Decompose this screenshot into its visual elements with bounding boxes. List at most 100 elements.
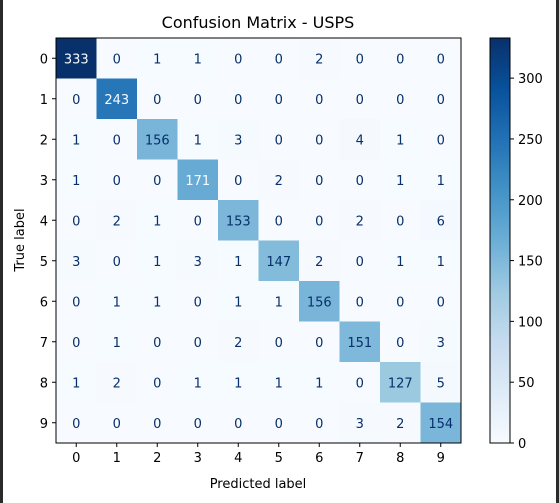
cell-value-label: 0 bbox=[437, 133, 445, 148]
heatmap-cell bbox=[177, 200, 219, 241]
y-axis-ticks: 0 1 2 3 4 5 6 7 8 9 bbox=[40, 52, 56, 432]
cell-value-label: 0 bbox=[396, 52, 404, 67]
heatmap-cell bbox=[380, 321, 421, 363]
cell-value-label: 156 bbox=[145, 133, 170, 148]
heatmap-cell bbox=[56, 200, 97, 241]
cell-value-label: 2 bbox=[315, 52, 323, 67]
cell-value-label: 0 bbox=[315, 174, 323, 189]
heatmap-cell bbox=[258, 402, 300, 444]
heatmap-cell bbox=[420, 78, 462, 120]
heatmap-cell bbox=[96, 321, 138, 363]
cell-value-label: 0 bbox=[275, 417, 283, 432]
cell-value-label: 0 bbox=[234, 417, 242, 432]
colorbar-ticks: 0 50 100 150 200 250 300 bbox=[510, 72, 543, 452]
heatmap-cell bbox=[339, 200, 381, 241]
cell-value-label: 1 bbox=[437, 255, 445, 270]
cell-value-label: 1 bbox=[194, 376, 202, 391]
heatmap-cell bbox=[96, 402, 138, 444]
cell-value-label: 1 bbox=[72, 174, 80, 189]
cell-value-label: 0 bbox=[194, 295, 202, 310]
heatmap-cell bbox=[137, 362, 178, 403]
heatmap-cell bbox=[96, 362, 138, 403]
cell-value-label: 1 bbox=[153, 255, 161, 270]
cell-value-label: 1 bbox=[315, 376, 323, 391]
heatmap-cell bbox=[258, 78, 300, 120]
heatmap-cell bbox=[339, 362, 381, 403]
heatmap-cell bbox=[258, 200, 300, 241]
heatmap-cell bbox=[137, 281, 178, 322]
heatmap-cell bbox=[177, 119, 219, 160]
heatmap-cell bbox=[218, 119, 259, 160]
heatmap-cell bbox=[218, 240, 259, 282]
cell-value-label: 0 bbox=[153, 417, 161, 432]
colorbar-tick-label: 50 bbox=[518, 376, 535, 391]
cell-value-label: 4 bbox=[356, 133, 364, 148]
heatmap-cell bbox=[56, 38, 97, 79]
heatmap-cell bbox=[420, 362, 462, 403]
heatmap-cell bbox=[339, 281, 381, 322]
heatmap-cell bbox=[339, 78, 381, 120]
cell-value-label: 0 bbox=[315, 214, 323, 229]
cell-value-label: 0 bbox=[356, 174, 364, 189]
heatmap-cell bbox=[299, 159, 340, 201]
x-tick-label: 5 bbox=[275, 451, 283, 466]
heatmap-cell bbox=[299, 362, 340, 403]
cell-value-label: 2 bbox=[113, 376, 121, 391]
heatmap-cell bbox=[380, 402, 421, 444]
heatmap-cell bbox=[380, 38, 421, 79]
heatmap-cell bbox=[177, 321, 219, 363]
cell-value-label: 1 bbox=[153, 214, 161, 229]
heatmap-cell bbox=[380, 200, 421, 241]
cell-value-label: 1 bbox=[275, 376, 283, 391]
cell-value-label: 0 bbox=[356, 255, 364, 270]
cell-value-label: 3 bbox=[194, 255, 202, 270]
x-tick-label: 7 bbox=[356, 451, 364, 466]
cell-value-label: 0 bbox=[315, 417, 323, 432]
heatmap-cell bbox=[299, 402, 340, 444]
heatmap-cell bbox=[56, 281, 97, 322]
y-tick-label: 6 bbox=[40, 295, 48, 310]
heatmap-cell bbox=[299, 119, 340, 160]
cell-value-label: 0 bbox=[72, 417, 80, 432]
heatmap-cell bbox=[420, 281, 462, 322]
cell-value-label: 0 bbox=[275, 93, 283, 108]
cell-value-label: 2 bbox=[234, 336, 242, 351]
cell-value-label: 3 bbox=[72, 255, 80, 270]
cell-value-label: 171 bbox=[185, 174, 210, 189]
cell-value-label: 154 bbox=[428, 417, 453, 432]
cell-value-label: 0 bbox=[113, 417, 121, 432]
x-tick-label: 3 bbox=[194, 451, 202, 466]
cell-value-label: 0 bbox=[72, 93, 80, 108]
heatmap-cell bbox=[420, 159, 462, 201]
heatmap-cell bbox=[380, 362, 421, 403]
cell-value-label: 0 bbox=[113, 133, 121, 148]
x-axis-label: Predicted label bbox=[210, 477, 307, 492]
x-tick-label: 0 bbox=[72, 451, 80, 466]
heatmap-cells bbox=[56, 38, 462, 444]
cell-value-label: 0 bbox=[437, 93, 445, 108]
cell-value-label: 0 bbox=[396, 214, 404, 229]
heatmap-cell bbox=[137, 321, 178, 363]
heatmap-cell bbox=[137, 200, 178, 241]
heatmap-cell bbox=[177, 159, 219, 201]
heatmap-cell bbox=[218, 362, 259, 403]
cell-value-labels: 333 0 1 1 0 0 2 0 0 00 243 0 0 0 0 0 0 0 01 0 156 1 3 0 0 4 1 01 0 0 1… bbox=[64, 52, 453, 432]
chart-title: Confusion Matrix - USPS bbox=[162, 13, 355, 32]
cell-value-label: 151 bbox=[347, 336, 372, 351]
heatmap-cell bbox=[420, 200, 462, 241]
y-tick-label: 1 bbox=[40, 93, 48, 108]
heatmap-cell bbox=[177, 362, 219, 403]
cell-value-label: 0 bbox=[356, 376, 364, 391]
cell-value-label: 0 bbox=[356, 93, 364, 108]
cell-value-label: 127 bbox=[388, 376, 413, 391]
cell-value-label: 0 bbox=[315, 336, 323, 351]
heatmap-cell bbox=[137, 119, 178, 160]
heatmap-cell bbox=[56, 78, 97, 120]
x-tick-label: 4 bbox=[234, 451, 242, 466]
heatmap-cell bbox=[218, 78, 259, 120]
heatmap-cell bbox=[339, 240, 381, 282]
cell-value-label: 1 bbox=[234, 376, 242, 391]
y-tick-label: 9 bbox=[40, 417, 48, 432]
cell-value-label: 0 bbox=[356, 52, 364, 67]
cell-value-label: 0 bbox=[153, 93, 161, 108]
